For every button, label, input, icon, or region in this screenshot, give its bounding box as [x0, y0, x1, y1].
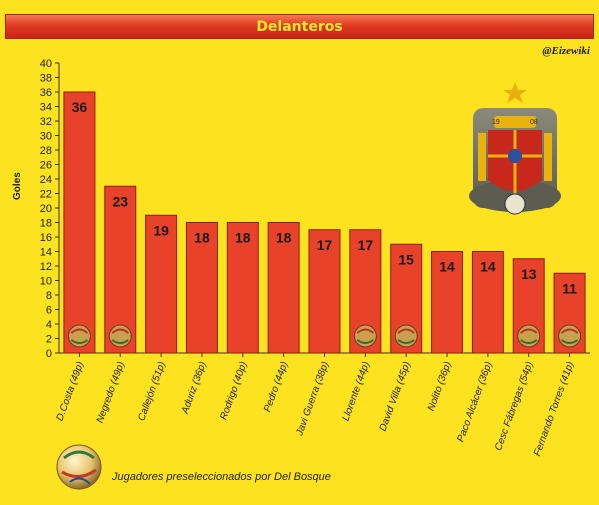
bar	[267, 222, 300, 354]
football-icon	[394, 324, 418, 348]
y-tick-label: 4	[46, 319, 52, 331]
y-tick-label: 14	[40, 247, 52, 259]
y-tick-label: 2	[46, 334, 52, 346]
svg-text:19: 19	[492, 119, 500, 126]
x-tick-label: Llorente (44p)	[341, 360, 373, 422]
y-tick-label: 34	[40, 102, 52, 114]
bar	[226, 222, 259, 354]
x-tick-label: Rodrigo (40p)	[218, 360, 249, 421]
bar	[145, 214, 178, 354]
bar-value-label: 18	[276, 230, 292, 246]
y-tick-label: 12	[40, 261, 52, 273]
bar	[471, 251, 504, 354]
x-tick-label: Fernando Torres (41p)	[532, 360, 576, 457]
y-tick-label: 10	[40, 276, 52, 288]
football-icon	[108, 324, 132, 348]
bar-value-label: 14	[480, 259, 496, 275]
bar	[185, 222, 218, 354]
title-bar: Delanteros	[5, 14, 594, 39]
football-icon	[56, 444, 102, 490]
y-tick-label: 18	[40, 218, 52, 230]
bar	[431, 251, 464, 354]
y-tick-label: 32	[40, 116, 52, 128]
bar	[308, 229, 341, 354]
bar-value-label: 23	[112, 193, 128, 209]
x-tick-label: Nolito (36p)	[426, 360, 454, 412]
bar-value-label: 17	[358, 237, 374, 253]
x-tick-label: Paco Alcácer (36p)	[455, 360, 494, 443]
author-credit: @Eizewiki	[542, 45, 590, 57]
y-tick-label: 28	[40, 145, 52, 157]
x-tick-label: David Villa (45p)	[378, 360, 413, 433]
x-tick-label: Aduriz (36p)	[179, 360, 208, 416]
footer-note: Jugadores preseleccionados por Del Bosqu…	[112, 471, 331, 483]
y-tick-label: 22	[40, 189, 52, 201]
bar-value-label: 18	[194, 230, 210, 246]
football-icon	[67, 324, 91, 348]
bar-value-label: 14	[439, 259, 455, 275]
bar-value-label: 13	[521, 266, 537, 282]
x-tick-label: Javi Guerra (38p)	[294, 360, 331, 438]
bar-value-label: 17	[317, 237, 333, 253]
bar-value-label: 18	[235, 230, 251, 246]
bar-value-label: 36	[72, 99, 88, 115]
x-tick-label: Callejón (51p)	[136, 360, 168, 422]
x-tick-label: Pedro (44p)	[262, 360, 290, 413]
bar-value-label: 15	[398, 251, 414, 267]
bar	[63, 91, 96, 354]
y-tick-label: 26	[40, 160, 52, 172]
bars: 36 23 19 18 18 18 17 17 15 14 14 13 11	[63, 91, 586, 354]
spain-crest-icon: 19 08	[469, 82, 561, 215]
y-tick-label: 36	[40, 87, 52, 99]
x-tick-label: Cesc Fábregas (54p)	[493, 360, 535, 452]
bar-value-label: 11	[562, 280, 577, 296]
y-tick-label: 30	[40, 131, 52, 143]
chart-title: Delanteros	[256, 18, 343, 35]
football-icon	[353, 324, 377, 348]
football-icon	[517, 324, 541, 348]
y-tick-label: 20	[40, 203, 52, 215]
football-icon	[558, 324, 582, 348]
y-tick-label: 16	[40, 232, 52, 244]
svg-text:08: 08	[530, 119, 538, 126]
x-tick-label: Negredo (49p)	[95, 360, 127, 424]
y-tick-label: 40	[40, 58, 52, 70]
y-tick-label: 6	[46, 305, 52, 317]
x-tick-label: D.Costa (49p)	[55, 360, 87, 422]
y-tick-label: 38	[40, 73, 52, 85]
y-tick-label: 0	[46, 348, 52, 360]
y-tick-label: 24	[40, 174, 52, 186]
y-tick-label: 8	[46, 290, 52, 302]
bar-value-label: 19	[153, 222, 169, 238]
